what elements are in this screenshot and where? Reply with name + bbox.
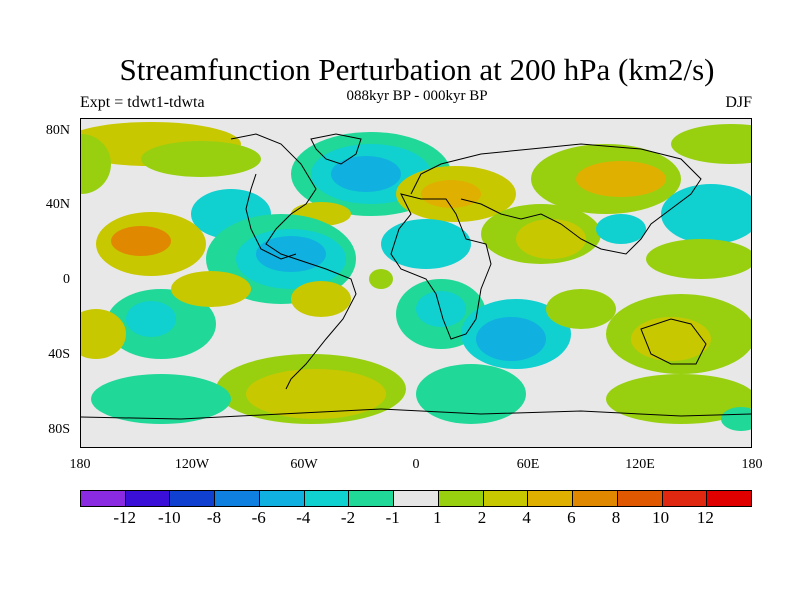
contour-blob xyxy=(546,289,616,329)
colorbar-segment xyxy=(349,491,395,506)
colorbar-label: -8 xyxy=(206,508,222,527)
colorbar-segment xyxy=(573,491,618,506)
contour-blob xyxy=(291,281,351,317)
colorbar-segment xyxy=(304,491,350,506)
eurasia-coast xyxy=(410,143,702,255)
colorbar-segment xyxy=(528,491,574,506)
colorbar-label: 6 xyxy=(567,508,576,527)
contour-blob xyxy=(476,317,546,361)
contour-blob xyxy=(256,236,326,272)
lon-label: 0 xyxy=(412,457,420,472)
colorbar-label: 8 xyxy=(611,508,621,527)
contour-blob xyxy=(516,219,586,259)
contour-blob xyxy=(646,239,751,279)
colorbar-segment xyxy=(215,491,260,506)
africa-coast xyxy=(390,193,492,340)
colorbar-label: -2 xyxy=(340,508,356,527)
contour-blob xyxy=(369,269,393,289)
colorbar-label: -4 xyxy=(296,508,311,527)
colorbar-segment xyxy=(170,491,216,506)
colorbar-label: 1 xyxy=(433,508,442,527)
plot-title: Streamfunction Perturbation at 200 hPa (… xyxy=(119,52,715,87)
contour-blob xyxy=(111,226,171,256)
contour-blob xyxy=(606,374,751,424)
colorbar xyxy=(80,490,752,507)
colorbar-label: -10 xyxy=(157,508,181,527)
coastlines xyxy=(81,133,751,420)
greenland-coast xyxy=(310,133,362,165)
contour-blob xyxy=(81,309,126,359)
season-label: DJF xyxy=(725,94,752,111)
north-america-west-coast xyxy=(245,173,297,260)
experiment-label: Expt = tdwt1-tdwta xyxy=(80,94,205,111)
colorbar-label: 2 xyxy=(477,508,487,527)
colorbar-label: -6 xyxy=(251,508,266,527)
colorbar-label: -1 xyxy=(385,508,400,527)
contour-blob xyxy=(671,124,751,164)
streamfunction-map xyxy=(81,119,751,447)
colorbar-segment xyxy=(81,491,126,506)
lat-label: 80N xyxy=(45,123,70,138)
contour-blob xyxy=(171,271,251,307)
plot-subtitle: 088kyr BP - 000kyr BP xyxy=(346,88,488,104)
contour-blob xyxy=(421,180,481,208)
americas-coast xyxy=(230,133,357,390)
lat-label: 0 xyxy=(63,272,70,287)
lon-label: 180 xyxy=(69,457,91,472)
contour-blob xyxy=(416,291,466,327)
contour-blob xyxy=(721,407,751,431)
lat-label: 40N xyxy=(45,197,70,212)
contour-blob xyxy=(381,219,471,269)
contour-blob xyxy=(246,369,386,419)
contour-blob xyxy=(331,156,401,192)
lat-label: 80S xyxy=(48,422,70,437)
colorbar-segment xyxy=(707,491,752,506)
lat-label: 40S xyxy=(48,347,70,362)
colorbar-segment xyxy=(438,491,484,506)
colorbar-segment xyxy=(394,491,439,506)
lon-label: 60W xyxy=(290,457,318,472)
colorbar-label: -12 xyxy=(113,508,136,527)
colorbar-segment xyxy=(259,491,305,506)
contour-blob xyxy=(91,374,231,424)
lon-label: 60E xyxy=(516,457,540,472)
colorbar-segment xyxy=(662,491,708,506)
lon-label: 120E xyxy=(625,457,655,472)
contour-blob xyxy=(126,301,176,337)
colorbar-segment xyxy=(617,491,663,506)
antarctica-coast xyxy=(81,408,751,420)
contour-blob xyxy=(596,214,646,244)
lon-label: 180 xyxy=(741,457,763,472)
australia-coast xyxy=(640,318,707,365)
contour-blob xyxy=(416,364,526,424)
contour-blob xyxy=(576,161,666,197)
colorbar-segment xyxy=(125,491,171,506)
contour-blob xyxy=(631,317,711,361)
colorbar-segment xyxy=(483,491,529,506)
contour-blob xyxy=(141,141,261,177)
colorbar-label: 4 xyxy=(522,508,531,527)
colorbar-label: 12 xyxy=(696,508,714,527)
lon-label: 120W xyxy=(174,457,210,472)
colorbar-label: 10 xyxy=(652,508,670,527)
map-panel xyxy=(80,118,752,448)
contour-fields xyxy=(81,122,751,431)
contour-blob xyxy=(81,134,111,194)
